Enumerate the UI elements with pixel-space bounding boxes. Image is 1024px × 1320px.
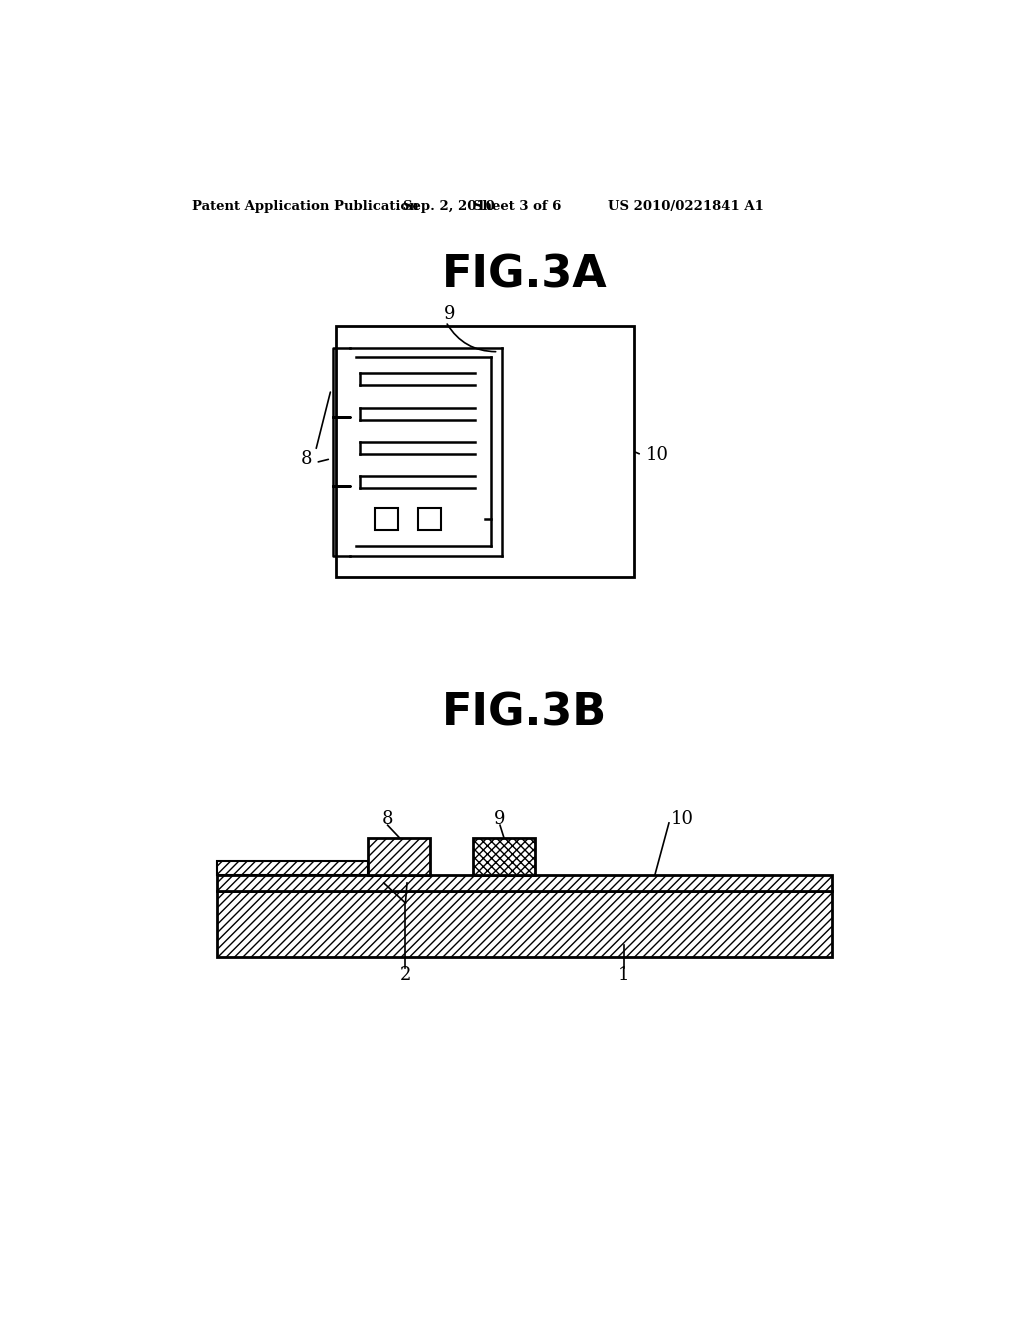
Text: US 2010/0221841 A1: US 2010/0221841 A1	[608, 199, 764, 213]
Text: 9: 9	[443, 305, 456, 323]
Text: 8: 8	[382, 810, 393, 828]
Text: 8: 8	[300, 450, 312, 467]
Bar	[369, 837, 430, 874]
Text: Sheet 3 of 6: Sheet 3 of 6	[473, 199, 561, 213]
Text: 10: 10	[671, 810, 693, 828]
Text: 1: 1	[618, 966, 630, 983]
Text: FIG.3A: FIG.3A	[442, 253, 607, 297]
Bar	[217, 861, 369, 874]
Text: 10: 10	[646, 446, 669, 463]
Text: Patent Application Publication: Patent Application Publication	[193, 199, 419, 213]
Text: Sep. 2, 2010: Sep. 2, 2010	[403, 199, 495, 213]
Text: FIG.3B: FIG.3B	[442, 692, 607, 734]
Bar	[217, 874, 833, 891]
Bar	[217, 891, 833, 957]
Text: 2: 2	[399, 966, 412, 983]
Bar	[375, 508, 398, 529]
Text: 9: 9	[495, 810, 506, 828]
Bar	[336, 326, 634, 577]
Bar	[473, 837, 535, 874]
Bar	[418, 508, 441, 529]
